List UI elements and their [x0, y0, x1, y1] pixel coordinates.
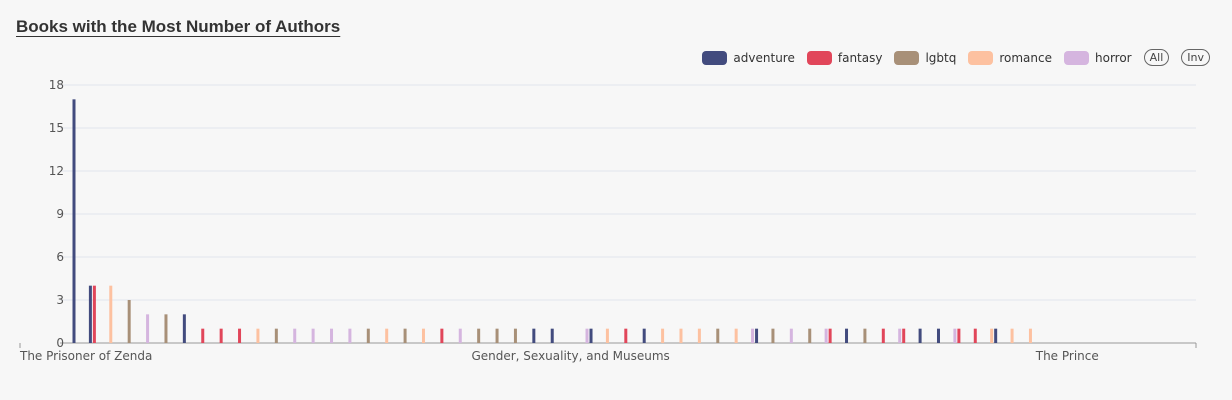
- bar-adventure[interactable]: [72, 99, 76, 343]
- bar-fantasy[interactable]: [92, 285, 96, 343]
- legend-swatch-lgbtq: [894, 50, 920, 65]
- bar-lgbtq[interactable]: [513, 328, 517, 343]
- bar-lgbtq[interactable]: [164, 314, 168, 343]
- bar-romance[interactable]: [605, 328, 609, 343]
- legend-swatch-adventure: [702, 50, 728, 65]
- bar-lgbtq[interactable]: [863, 328, 867, 343]
- bar-adventure[interactable]: [88, 285, 92, 343]
- bar-adventure[interactable]: [994, 328, 998, 343]
- legend-label-lgbtq: lgbtq: [925, 50, 957, 65]
- bar-lgbtq[interactable]: [495, 328, 499, 343]
- bar-lgbtq[interactable]: [127, 300, 131, 343]
- bar-lgbtq[interactable]: [808, 328, 812, 343]
- legend-all-button[interactable]: All: [1143, 49, 1170, 66]
- bar-horror[interactable]: [330, 328, 334, 343]
- bar-fantasy[interactable]: [881, 328, 885, 343]
- y-tick-label: 15: [49, 121, 64, 135]
- legend-invert-button[interactable]: Inv: [1181, 49, 1210, 66]
- x-tick-label: The Prisoner of Zenda: [19, 349, 152, 363]
- bar-lgbtq[interactable]: [477, 328, 481, 343]
- legend-swatch-romance: [968, 50, 994, 65]
- bar-horror[interactable]: [146, 314, 150, 343]
- y-tick-label: 12: [49, 164, 64, 178]
- bar-fantasy[interactable]: [973, 328, 977, 343]
- bar-horror[interactable]: [458, 328, 462, 343]
- bar-romance[interactable]: [679, 328, 683, 343]
- chart-title: Books with the Most Number of Authors: [16, 17, 341, 36]
- bar-adventure[interactable]: [845, 328, 849, 343]
- x-tick-label: Gender, Sexuality, and Museums: [471, 349, 669, 363]
- bar-romance[interactable]: [109, 285, 113, 343]
- bar-horror[interactable]: [953, 328, 957, 343]
- bar-romance[interactable]: [1010, 328, 1014, 343]
- legend-label-adventure: adventure: [733, 50, 795, 65]
- x-axis: The Prisoner of Zenda Gender, Sexuality, …: [19, 343, 1197, 363]
- bar-fantasy[interactable]: [957, 328, 961, 343]
- bar-romance[interactable]: [990, 328, 994, 343]
- bar-fantasy[interactable]: [624, 328, 628, 343]
- bar-romance[interactable]: [697, 328, 701, 343]
- legend-swatch-horror: [1064, 50, 1089, 65]
- legend-label-fantasy: fantasy: [837, 50, 883, 65]
- bar-lgbtq[interactable]: [716, 328, 720, 343]
- bar-romance[interactable]: [734, 328, 738, 343]
- legend-item-adventure[interactable]: adventure: [702, 50, 795, 65]
- bar-adventure[interactable]: [532, 328, 536, 343]
- x-tick-label: The Prince: [1035, 349, 1099, 363]
- bar-adventure[interactable]: [936, 328, 940, 343]
- bar-horror[interactable]: [348, 328, 352, 343]
- bar-romance[interactable]: [661, 328, 665, 343]
- legend: adventure fantasy lgbtq romance horror A…: [702, 49, 1210, 66]
- legend-item-romance[interactable]: romance: [968, 50, 1052, 65]
- y-tick-label: 6: [56, 250, 64, 264]
- bar-horror[interactable]: [311, 328, 315, 343]
- bar-fantasy[interactable]: [238, 328, 242, 343]
- y-axis: 0 3 6 9 12 15 18: [49, 78, 64, 350]
- bar-fantasy[interactable]: [828, 328, 832, 343]
- bar-horror[interactable]: [824, 328, 828, 343]
- bar-lgbtq[interactable]: [771, 328, 775, 343]
- bar-romance[interactable]: [1028, 328, 1032, 343]
- bar-fantasy[interactable]: [201, 328, 205, 343]
- bar-adventure[interactable]: [918, 328, 922, 343]
- bar-adventure[interactable]: [755, 328, 759, 343]
- bar-fantasy[interactable]: [440, 328, 444, 343]
- bar-horror[interactable]: [751, 328, 755, 343]
- bar-fantasy[interactable]: [219, 328, 223, 343]
- y-tick-label: 3: [56, 293, 64, 307]
- legend-item-lgbtq[interactable]: lgbtq: [894, 50, 957, 65]
- bar-adventure[interactable]: [182, 314, 186, 343]
- bar-adventure[interactable]: [550, 328, 554, 343]
- bar-lgbtq[interactable]: [366, 328, 370, 343]
- bar-horror[interactable]: [293, 328, 297, 343]
- grid-lines: [60, 84, 1196, 344]
- bar-horror[interactable]: [789, 328, 793, 343]
- bar-adventure[interactable]: [642, 328, 646, 343]
- legend-label-horror: horror: [1095, 50, 1132, 65]
- bar-horror[interactable]: [898, 328, 902, 343]
- bar-romance[interactable]: [421, 328, 425, 343]
- y-tick-label: 9: [56, 207, 64, 221]
- bar-romance[interactable]: [385, 328, 389, 343]
- bar-fantasy[interactable]: [902, 328, 906, 343]
- bar-horror[interactable]: [585, 328, 589, 343]
- y-tick-label: 18: [49, 78, 64, 92]
- y-tick-label: 0: [56, 336, 64, 350]
- legend-item-fantasy[interactable]: fantasy: [806, 50, 883, 65]
- bar-adventure[interactable]: [589, 328, 593, 343]
- bar-lgbtq[interactable]: [403, 328, 407, 343]
- bars-group: [72, 99, 1032, 343]
- bar-lgbtq[interactable]: [274, 328, 278, 343]
- legend-swatch-fantasy: [806, 50, 832, 65]
- bar-romance[interactable]: [256, 328, 260, 343]
- legend-label-romance: romance: [999, 50, 1052, 65]
- legend-item-horror[interactable]: horror: [1064, 50, 1132, 65]
